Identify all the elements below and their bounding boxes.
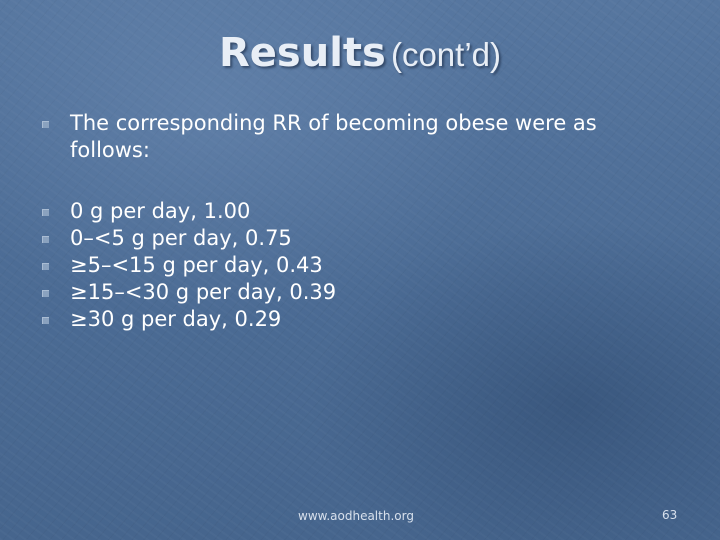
title-main: Results [219,30,386,76]
square-bullet-icon [42,209,49,216]
square-bullet-icon [42,317,49,324]
square-bullet-icon [42,236,49,243]
list-item-text: ≥15–<30 g per day, 0.39 [70,280,337,304]
list-item-text: 0–<5 g per day, 0.75 [70,226,292,250]
list-item: 0–<5 g per day, 0.75 [42,225,682,252]
list-item-text: 0 g per day, 1.00 [70,199,251,223]
square-bullet-icon [42,121,49,128]
square-bullet-icon [42,263,49,270]
list-item-text: ≥30 g per day, 0.29 [70,307,282,331]
list-item-text: ≥5–<15 g per day, 0.43 [70,253,323,277]
intro-bullet: The corresponding RR of becoming obese w… [42,110,682,164]
list-item: ≥30 g per day, 0.29 [42,306,682,333]
list-item: 0 g per day, 1.00 [42,198,682,225]
square-bullet-icon [42,290,49,297]
slide-title: Results (cont’d) [0,30,720,76]
footer-source: www.aodhealth.org [298,509,414,523]
title-sub: (cont’d) [390,36,501,73]
slide-number: 63 [662,508,678,522]
list-item: ≥5–<15 g per day, 0.43 [42,252,682,279]
intro-bullet-text: The corresponding RR of becoming obese w… [70,111,597,162]
list-item: ≥15–<30 g per day, 0.39 [42,279,682,306]
